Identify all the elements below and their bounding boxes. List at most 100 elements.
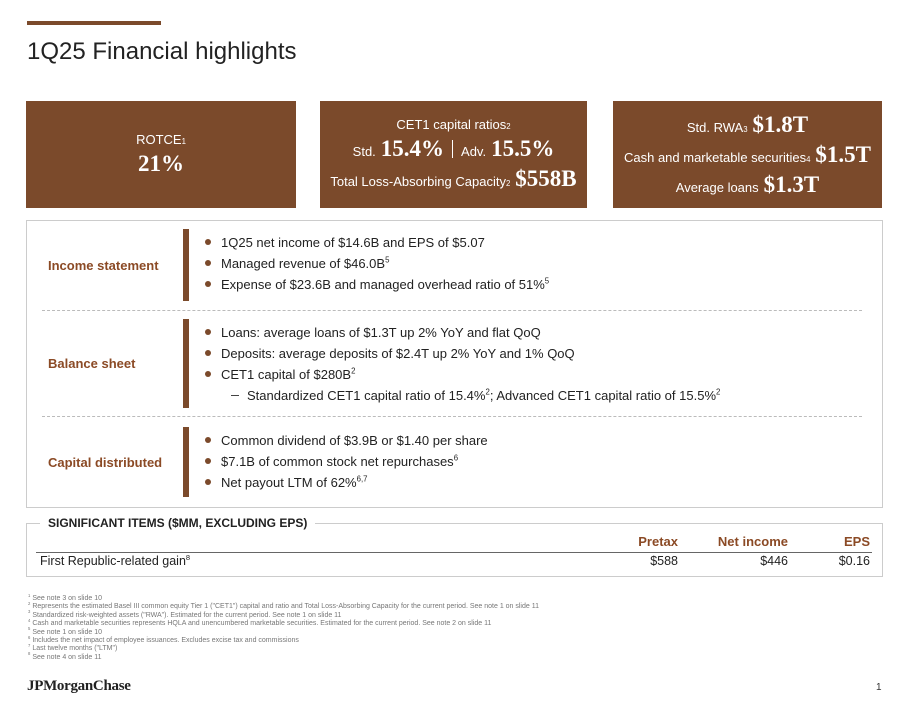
bullet-list: 1Q25 net income of $14.6B and EPS of $5.…	[205, 232, 549, 295]
kpi-line: Std. 15.4% Adv. 15.5%	[353, 136, 555, 162]
footnote-ref: 2	[351, 366, 356, 376]
text: 1Q25 net income of $14.6B and EPS of $5.…	[221, 235, 485, 250]
column-header: Net income	[717, 534, 788, 549]
section-heading: Balance sheet	[48, 356, 136, 371]
slide-title: 1Q25 Financial highlights	[27, 38, 297, 65]
footnote-number: 2	[28, 601, 31, 607]
kpi-line: Std. RWA 3 $1.8T	[686, 111, 809, 137]
text: Total Loss-Absorbing Capacity	[330, 174, 506, 189]
bullet: Loans: average loans of $1.3T up 2% YoY …	[205, 322, 720, 343]
dash	[231, 395, 239, 396]
bullet-dot	[205, 437, 211, 443]
text: Standardized CET1 capital ratio of 15.4%	[247, 388, 486, 403]
text: Std.	[352, 144, 376, 159]
footnote: 7 Last twelve months ("LTM")	[28, 643, 118, 653]
column-header: Pretax	[638, 534, 678, 549]
footnote-ref: 8	[185, 552, 191, 562]
bullet: Common dividend of $3.9B or $1.40 per sh…	[205, 430, 488, 451]
kpi-line: Cash and marketable securities 4 $1.5T	[623, 141, 872, 167]
footnote-ref: 5	[544, 276, 550, 286]
table-rule	[36, 552, 872, 553]
kpi-line: Average loans $1.3T	[676, 172, 819, 198]
footnote-text: See note 4 on slide 11	[32, 653, 102, 661]
separator	[42, 416, 862, 417]
footnote: 5 See note 1 on slide 10	[28, 627, 103, 637]
text: CET1 capital ratios	[396, 117, 507, 132]
bullet-list: Common dividend of $3.9B or $1.40 per sh…	[205, 430, 488, 493]
page-number: 1	[876, 682, 882, 693]
footnote-text: Represents the estimated Basel III commo…	[32, 603, 539, 611]
footnote-text: See note 3 on slide 10	[32, 595, 103, 602]
footnote-number: 4	[28, 617, 31, 623]
kpi-value: 15.4%	[380, 136, 445, 161]
footnote-number: 8	[28, 651, 31, 657]
bullet-list: Loans: average loans of $1.3T up 2% YoY …	[205, 322, 720, 406]
kpi-value: $1.8T	[752, 111, 809, 137]
text: ROTCE	[136, 132, 182, 147]
section-bar	[183, 319, 189, 408]
bullet-dot	[205, 371, 211, 377]
separator	[42, 310, 862, 311]
bullet: Deposits: average deposits of $2.4T up 2…	[205, 343, 720, 364]
kpi-line: ROTCE 1	[136, 132, 186, 147]
text: First Republic-related gain	[40, 554, 186, 568]
footnote: 1 See note 3 on slide 10	[28, 592, 103, 603]
highlights-panel	[26, 220, 883, 508]
bullet-dot	[205, 260, 211, 266]
column-header: EPS	[843, 534, 870, 549]
text: $7.1B of common stock net repurchases	[221, 454, 454, 469]
kpi-value: $1.3T	[763, 171, 820, 197]
bullet-dot	[205, 239, 211, 245]
bullet-dot	[205, 350, 211, 356]
section-bar	[183, 427, 189, 497]
footnote-ref: 6,7	[356, 474, 368, 484]
kpi-value: $1.5T	[815, 141, 872, 167]
footnote: 8 See note 4 on slide 11	[28, 651, 102, 662]
cell: $446	[760, 554, 788, 568]
text: Deposits: average deposits of $2.4T up 2…	[221, 346, 575, 361]
logo: JPMorganChase	[27, 678, 131, 694]
bullet: Net payout LTM of 62%6,7	[205, 472, 488, 493]
bullet-dot	[205, 329, 211, 335]
bullet: $7.1B of common stock net repurchases6	[205, 451, 488, 472]
text: Common dividend of $3.9B or $1.40 per sh…	[221, 433, 488, 448]
text: Adv.	[461, 144, 487, 159]
text: ; Advanced CET1 capital ratio of 15.5%	[489, 388, 716, 403]
footnote-text: Cash and marketable securities represent…	[32, 620, 492, 628]
items-title: SIGNIFICANT ITEMS ($MM, EXCLUDING EPS)	[40, 516, 316, 530]
text: Cash and marketable securities	[623, 149, 807, 165]
bullet: CET1 capital of $280B2	[205, 364, 720, 385]
footnote: 2 Represents the estimated Basel III comm…	[28, 601, 539, 611]
items-panel	[26, 523, 883, 577]
footnote: 4 Cash and marketable securities represen…	[28, 617, 492, 628]
cell: $588	[650, 554, 678, 568]
bullet: Managed revenue of $46.0B5	[205, 253, 549, 274]
kpi-box: CET1 capital ratios 2 Std. 15.4% Adv. 15.5% To…	[320, 101, 587, 208]
kpi-line: Total Loss-Absorbing Capacity 2 $558B	[330, 166, 577, 191]
footnote-text: Standardized risk-weighted assets ("RWA"…	[32, 611, 342, 619]
text: Average loans	[675, 179, 759, 195]
text: Managed revenue of $46.0B	[221, 256, 386, 271]
bullet-dot	[205, 458, 211, 464]
footnote-text: See note 1 on slide 10	[32, 628, 103, 636]
section-heading: Income statement	[48, 257, 159, 273]
section-bar	[183, 229, 189, 301]
footnote-ref: 5	[385, 255, 390, 265]
bullet-dot	[205, 281, 211, 287]
footnote-text: Includes the net impact of employee issu…	[32, 637, 299, 644]
footnote-number: 3	[28, 609, 31, 615]
footnote-number: 6	[28, 634, 31, 640]
footnote-number: 1	[28, 592, 31, 598]
text: Std. RWA	[686, 119, 744, 135]
kpi-box: ROTCE 1 21%	[26, 101, 296, 208]
footnote-text: Last twelve months ("LTM")	[32, 645, 118, 653]
bullet: Expense of $23.6B and managed overhead r…	[205, 274, 549, 295]
kpi-value: 21%	[138, 151, 184, 176]
kpi-line: 21%	[133, 151, 184, 177]
divider	[452, 140, 454, 158]
text: CET1 capital of $280B	[221, 367, 352, 382]
footnote-ref: 2	[485, 387, 490, 397]
footnote-ref: 2	[716, 387, 721, 397]
text: Net payout LTM of 62%	[221, 475, 357, 490]
